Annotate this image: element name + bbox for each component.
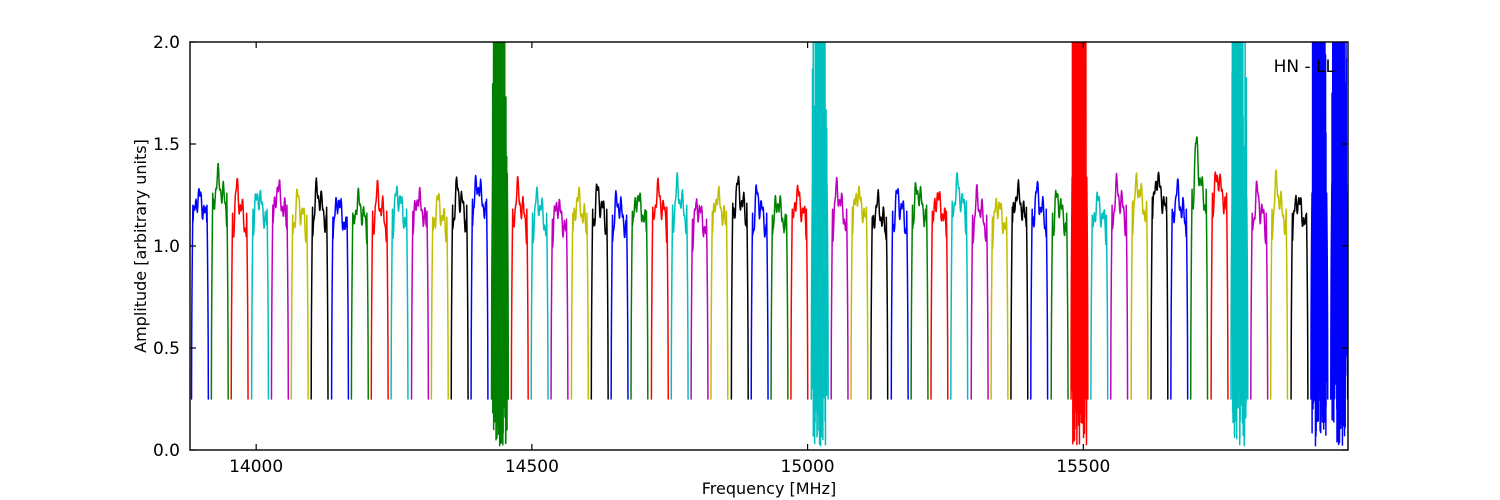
spectral-window-trace: [230, 177, 249, 400]
spectral-window-trace: [710, 185, 729, 400]
spectral-window-trace: [350, 187, 369, 400]
spectral-window-trace: [810, 42, 829, 447]
spectral-window-trace: [990, 197, 1009, 400]
spectral-window-trace: [1090, 191, 1109, 400]
spectral-window-trace: [1150, 171, 1169, 400]
spectral-window-trace: [970, 184, 989, 400]
y-axis-ticks: 0.0 0.5 1.0 1.5 2.0: [153, 33, 1348, 461]
spectral-window-trace: [250, 189, 270, 400]
spectral-window-trace: [1290, 194, 1309, 400]
spectral-window-trace: [730, 175, 749, 400]
spectral-window-trace: [890, 187, 909, 400]
y-tick-label: 2.0: [153, 33, 180, 53]
spectral-window-trace: [930, 190, 949, 400]
spectral-window-trace: [190, 188, 210, 400]
x-tick-label: 14000: [229, 457, 283, 477]
spectral-window-trace: [450, 176, 469, 400]
spectral-window-trace: [950, 172, 969, 400]
spectral-window-trace: [830, 176, 849, 400]
x-tick-label: 15000: [781, 457, 835, 477]
spectral-window-trace: [270, 179, 290, 400]
spectral-window-trace: [850, 185, 869, 400]
x-tick-label: 15500: [1056, 457, 1110, 477]
spectral-window-trace: [330, 196, 350, 400]
spectral-window-trace: [410, 186, 430, 400]
spectral-window-traces: [190, 42, 1348, 447]
spectral-window-trace: [1250, 180, 1269, 400]
spectral-window-trace: [1310, 42, 1329, 447]
spectral-window-trace: [550, 198, 569, 400]
spectral-window-trace: [1130, 172, 1149, 400]
spectral-window-trace: [610, 190, 629, 400]
spectral-window-trace: [290, 188, 309, 400]
y-axis-label: Amplitude [arbitrary units]: [131, 139, 150, 353]
spectral-window-trace: [1010, 179, 1029, 400]
spectral-window-trace: [1269, 169, 1289, 400]
spectral-window-trace: [650, 177, 669, 400]
y-tick-label: 0.5: [153, 339, 180, 359]
spectral-window-trace: [510, 176, 529, 400]
y-tick-label: 0.0: [153, 441, 180, 461]
spectral-window-trace: [690, 198, 709, 400]
spectral-window-trace: [590, 183, 609, 400]
spectral-window-trace: [530, 186, 549, 400]
x-axis-ticks: 14000 14500 15000 15500: [229, 42, 1110, 477]
spectral-window-trace: [1170, 178, 1189, 400]
spectral-window-trace: [430, 192, 449, 400]
spectral-window-trace: [1030, 180, 1049, 400]
spectral-window-trace: [310, 177, 329, 400]
spectral-window-trace: [1210, 171, 1229, 400]
spectral-window-trace: [1230, 42, 1249, 447]
spectral-window-trace: [370, 179, 389, 400]
spectral-window-trace: [790, 184, 809, 400]
spectral-window-trace: [1189, 136, 1209, 400]
spectral-window-trace: [910, 182, 929, 400]
spectral-window-trace: [470, 174, 489, 400]
spectral-window-trace: [1330, 42, 1348, 446]
y-tick-label: 1.5: [153, 135, 180, 155]
spectral-window-trace: [210, 162, 229, 400]
spectral-window-trace: [670, 172, 689, 400]
polarization-annotation: HN - LL: [1274, 57, 1336, 77]
spectral-window-trace: [1110, 172, 1129, 400]
spectral-window-trace: [390, 185, 409, 400]
y-tick-label: 1.0: [153, 237, 180, 257]
spectral-window-trace: [770, 194, 789, 400]
spectral-window-trace: [1050, 189, 1069, 400]
x-axis-label: Frequency [MHz]: [702, 479, 836, 498]
spectral-window-trace: [630, 192, 649, 400]
spectral-window-trace: [750, 184, 769, 400]
x-tick-label: 14500: [505, 457, 559, 477]
spectral-window-trace: [570, 186, 590, 400]
spectral-window-trace: [490, 42, 510, 447]
spectral-window-trace: [870, 189, 889, 400]
spectral-window-trace: [1070, 42, 1089, 446]
